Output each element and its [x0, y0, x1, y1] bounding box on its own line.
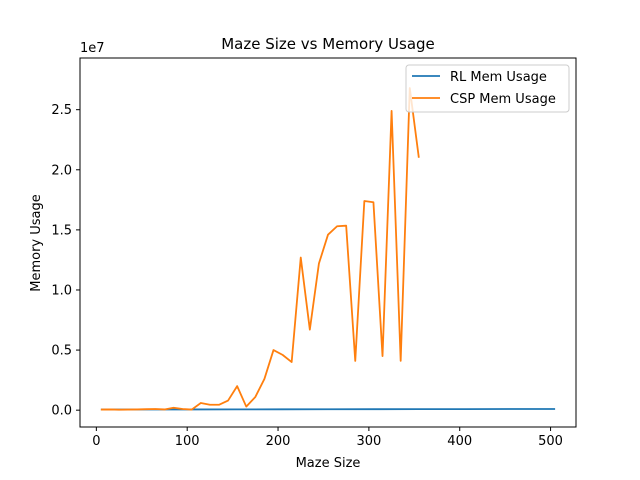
x-tick-label: 100 [175, 434, 200, 449]
series-line-csp [100, 87, 420, 411]
x-tick-label: 500 [538, 434, 563, 449]
chart-title: Maze Size vs Memory Usage [221, 35, 435, 53]
y-tick-label: 2.5 [51, 103, 72, 118]
y-tick-label: 1.5 [51, 223, 72, 238]
legend: RL Mem Usage CSP Mem Usage [405, 64, 570, 113]
series-line-rl [100, 408, 556, 411]
y-tick-label: 0.5 [51, 344, 72, 359]
legend-label-rl: RL Mem Usage [450, 70, 547, 85]
x-tick-label: 300 [356, 434, 381, 449]
x-tick-label: 200 [266, 434, 291, 449]
x-tick-label: 0 [92, 434, 100, 449]
legend-box [405, 64, 570, 113]
y-tick-label: 1.0 [51, 283, 72, 298]
y-axis: 0.0 0.5 1.0 1.5 2.0 2.5 [51, 103, 80, 419]
x-tick-label: 400 [447, 434, 472, 449]
y-tick-label: 0.0 [51, 404, 72, 419]
y-offset-text: 1e7 [80, 41, 105, 56]
y-tick-label: 2.0 [51, 163, 72, 178]
y-axis-label: Memory Usage [29, 194, 44, 292]
plot-lines [100, 87, 556, 411]
x-axis: 0 100 200 300 400 500 [92, 427, 563, 449]
plot-area-frame [79, 57, 577, 428]
x-axis-label: Maze Size [296, 456, 361, 471]
legend-label-csp: CSP Mem Usage [450, 92, 556, 107]
